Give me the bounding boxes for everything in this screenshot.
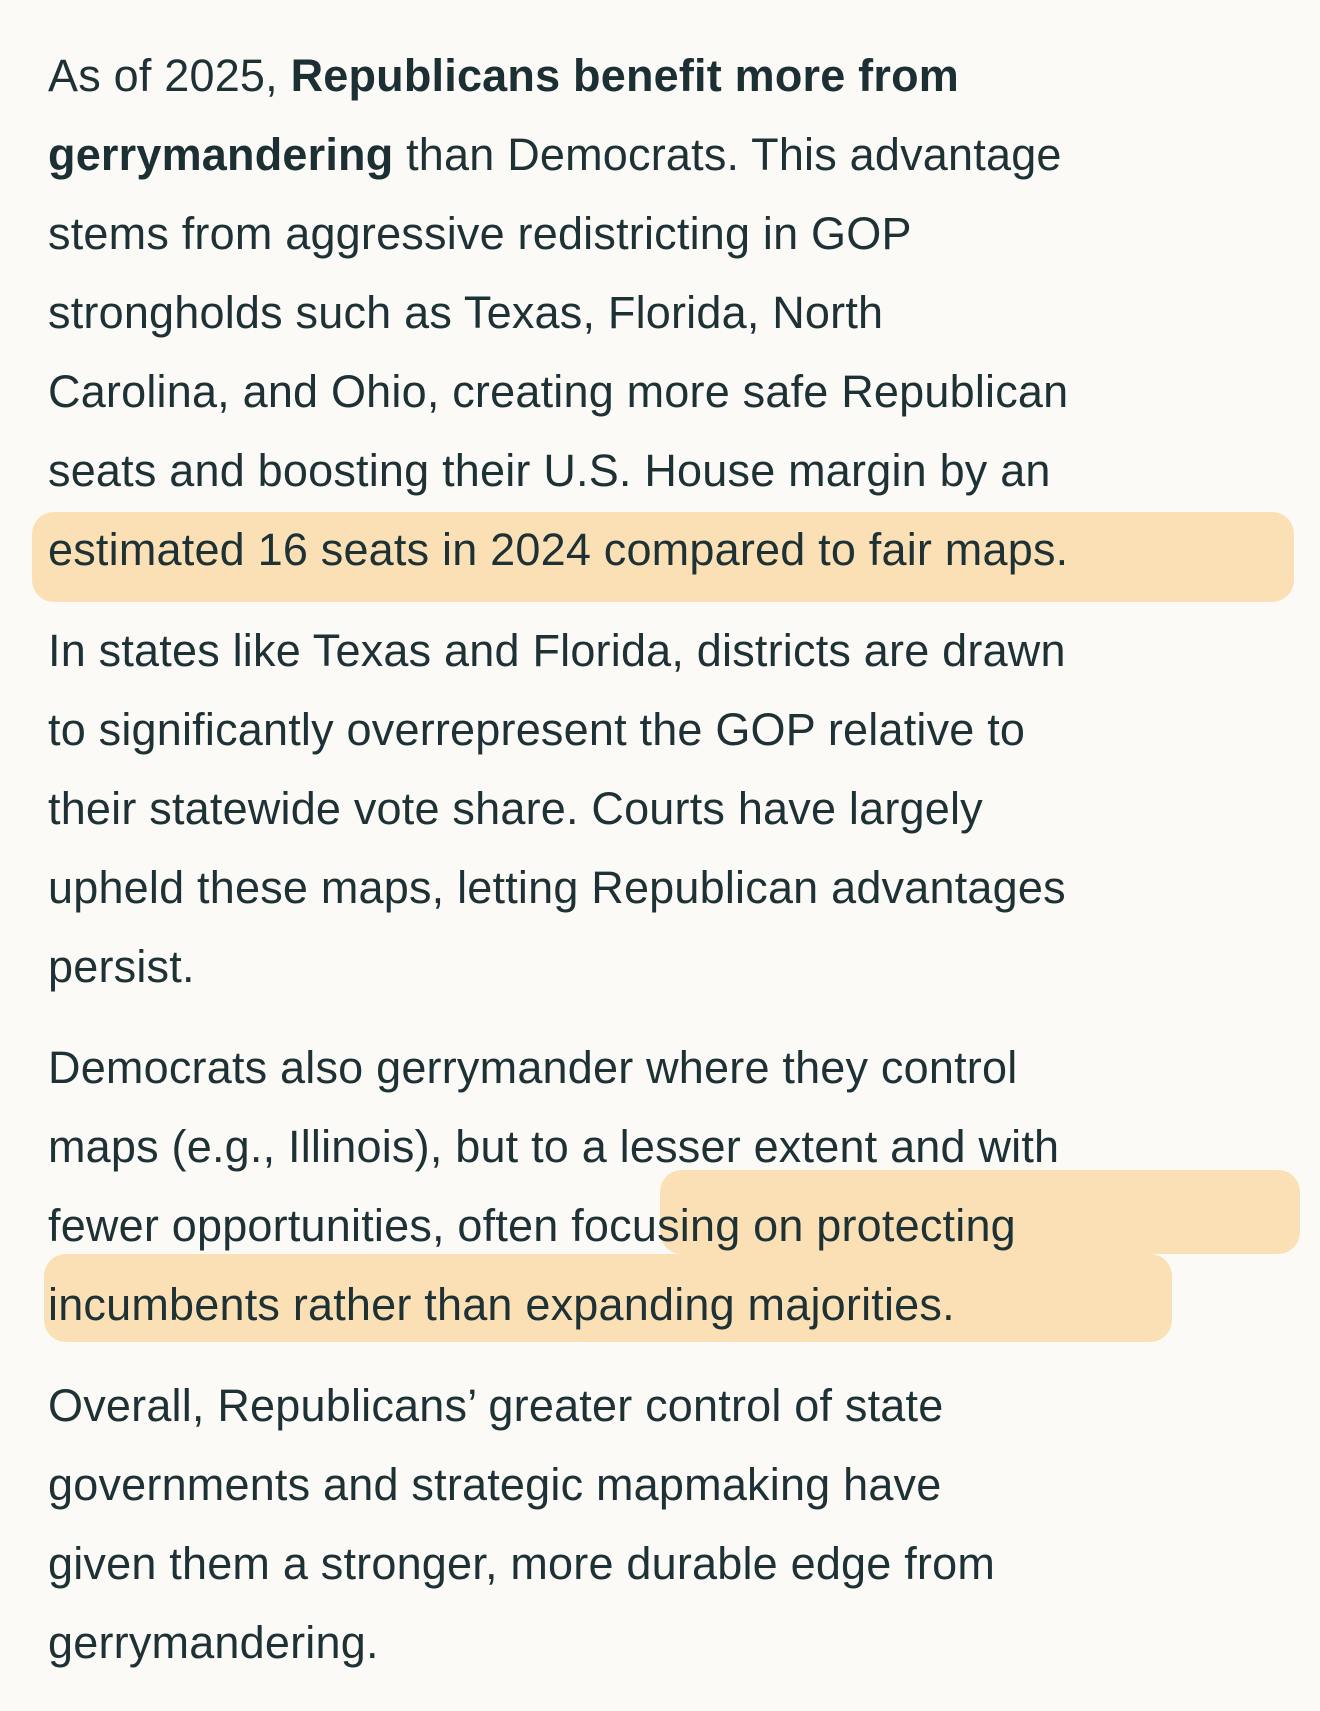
p4-line-4: gerrymandering. [48, 1617, 379, 1668]
p3-line-3: fewer opportunities, often focusing on p… [48, 1200, 1016, 1251]
p1-line-3: stems from aggressive redistricting in G… [48, 208, 912, 259]
p2-line-5: persist. [48, 941, 195, 992]
p4-line-1: Overall, Republicans’ greater control of… [48, 1380, 944, 1431]
p2-line-4: upheld these maps, letting Republican ad… [48, 862, 1066, 913]
p3-line-2: maps (e.g., Illinois), but to a lesser e… [48, 1121, 1060, 1172]
p2-line-2: to significantly overrepresent the GOP r… [48, 704, 1026, 755]
highlight-incumbents [44, 1254, 1172, 1342]
p2-line-1: In states like Texas and Florida, distri… [48, 625, 1066, 676]
p1-line-5: Carolina, and Ohio, creating more safe R… [48, 366, 1069, 417]
p1-line-7: estimated 16 seats in 2024 compared to f… [48, 524, 1069, 575]
bold-claim: Republicans benefit more from [290, 50, 959, 101]
p4-line-2: governments and strategic mapmaking have [48, 1459, 942, 1510]
p1-line-2: gerrymandering than Democrats. This adva… [48, 129, 1062, 180]
bold-claim-cont: gerrymandering [48, 129, 394, 180]
p1-line-6: seats and boosting their U.S. House marg… [48, 445, 1051, 496]
p3-line-4: incumbents rather than expanding majorit… [48, 1279, 955, 1330]
p4-line-3: given them a stronger, more durable edge… [48, 1538, 996, 1589]
highlight-protecting [660, 1170, 1300, 1254]
p1-line-4: strongholds such as Texas, Florida, Nort… [48, 287, 884, 338]
highlight-estimate [32, 512, 1294, 602]
p2-line-3: their statewide vote share. Courts have … [48, 783, 983, 834]
p1-line-1: As of 2025, Republicans benefit more fro… [48, 50, 959, 101]
p3-line-1: Democrats also gerrymander where they co… [48, 1042, 1018, 1093]
